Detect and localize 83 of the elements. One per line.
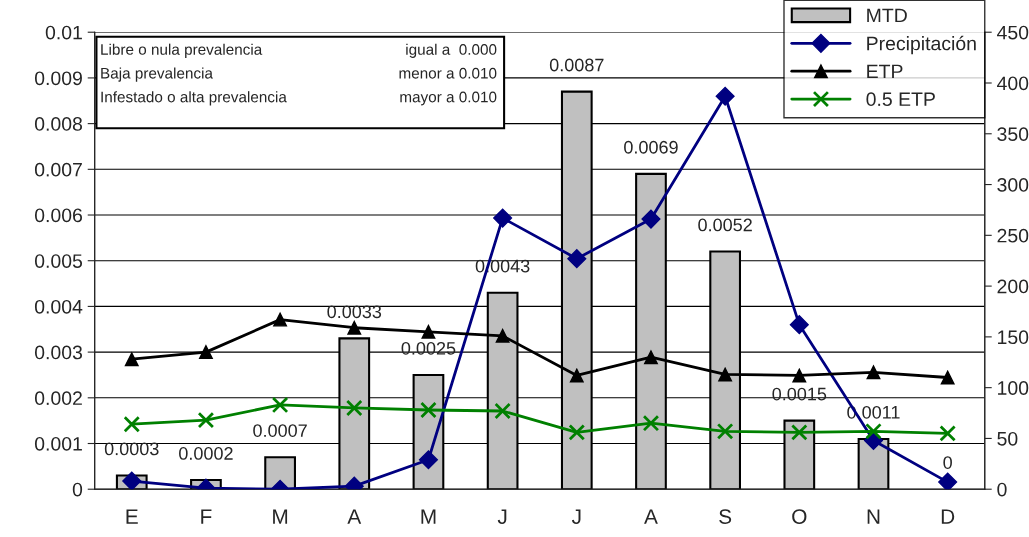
legend-label: MTD (867, 8, 907, 23)
data-label: 0.0003 (104, 442, 159, 456)
point (494, 402, 511, 420)
data-label: 0.0069 (624, 140, 678, 154)
x-tick-label: A (347, 509, 362, 524)
legend-label: 0.5 ETP (866, 92, 935, 107)
y2-tick-label: 300 (997, 178, 1029, 192)
point (569, 368, 584, 383)
point (715, 86, 735, 106)
point (789, 315, 809, 335)
y2-tick-label: 250 (997, 228, 1029, 243)
y-tick-label: 0.003 (34, 345, 83, 360)
y-tick-label: 0.008 (34, 117, 83, 131)
x-tick-label: M (273, 509, 288, 524)
point (345, 399, 363, 417)
point (123, 415, 141, 433)
point (420, 401, 437, 419)
annotation: Libre o nula prevalencia (101, 43, 263, 58)
y-tick-label: 0.005 (34, 254, 83, 268)
x-tick-label: M (421, 509, 436, 524)
point (122, 471, 142, 490)
point (641, 209, 661, 229)
data-label: 0.0002 (179, 447, 233, 460)
point (642, 414, 660, 432)
y-tick-label: 0.001 (34, 436, 82, 451)
y2-tick-label: 0 (997, 482, 1007, 497)
data-label: 0.0033 (327, 305, 382, 319)
point (421, 324, 436, 339)
point (718, 367, 733, 382)
point (124, 352, 139, 367)
point (866, 365, 881, 380)
x-tick-label: F (201, 509, 212, 524)
legend-label: ETP (867, 64, 903, 79)
y-tick-label: 0.007 (34, 162, 82, 177)
point (198, 345, 213, 360)
point (567, 249, 587, 269)
point (644, 350, 658, 365)
data-label: 0.0052 (698, 218, 752, 232)
point (790, 424, 808, 441)
x-tick-label: J (571, 509, 581, 524)
x-tick-label: D (941, 509, 955, 524)
annotation: mayor a 0.010 (400, 91, 497, 106)
y2-tick-label: 50 (997, 431, 1018, 446)
y-tick-label: 0.002 (34, 391, 82, 406)
point (197, 411, 215, 429)
point (568, 424, 586, 441)
point (271, 396, 289, 414)
point (418, 450, 438, 470)
point (495, 328, 510, 343)
legend-label: Precipitación (867, 35, 976, 55)
point (273, 312, 288, 327)
point (865, 422, 882, 440)
x-tick-label: N (867, 509, 880, 524)
annotation: igual a 0.000 (406, 43, 497, 58)
annotation: Baja prevalencia (101, 67, 213, 82)
point (493, 208, 513, 228)
point (939, 425, 956, 442)
x-tick-label: E (126, 509, 138, 524)
point (792, 368, 807, 383)
y2-tick-label: 200 (997, 279, 1029, 294)
y-tick-label: 0 (72, 482, 83, 497)
y-tick-label: 0.009 (34, 71, 82, 86)
annotation: Infestado o alta prevalencia (101, 91, 287, 106)
point (940, 370, 955, 385)
y-tick-label: 0.01 (45, 25, 82, 40)
data-label: 0 (943, 456, 952, 469)
data-label: 0.0007 (253, 424, 307, 437)
x-tick-label: O (792, 509, 807, 524)
point (938, 472, 958, 490)
y-tick-label: 0.004 (34, 299, 83, 314)
y2-tick-label: 400 (997, 76, 1029, 91)
y2-tick-label: 450 (997, 25, 1029, 40)
y-tick-label: 0.006 (34, 208, 83, 223)
y2-tick-label: 100 (998, 381, 1029, 395)
point (347, 320, 362, 335)
annotation: menor a 0.010 (399, 67, 497, 79)
x-tick-label: J (497, 509, 507, 524)
x-tick-label: S (719, 509, 732, 524)
data-label: 0.0087 (549, 58, 604, 72)
x-tick-label: A (644, 509, 658, 524)
point (716, 422, 734, 440)
y2-tick-label: 350 (997, 127, 1029, 142)
y2-tick-label: 150 (998, 330, 1029, 345)
